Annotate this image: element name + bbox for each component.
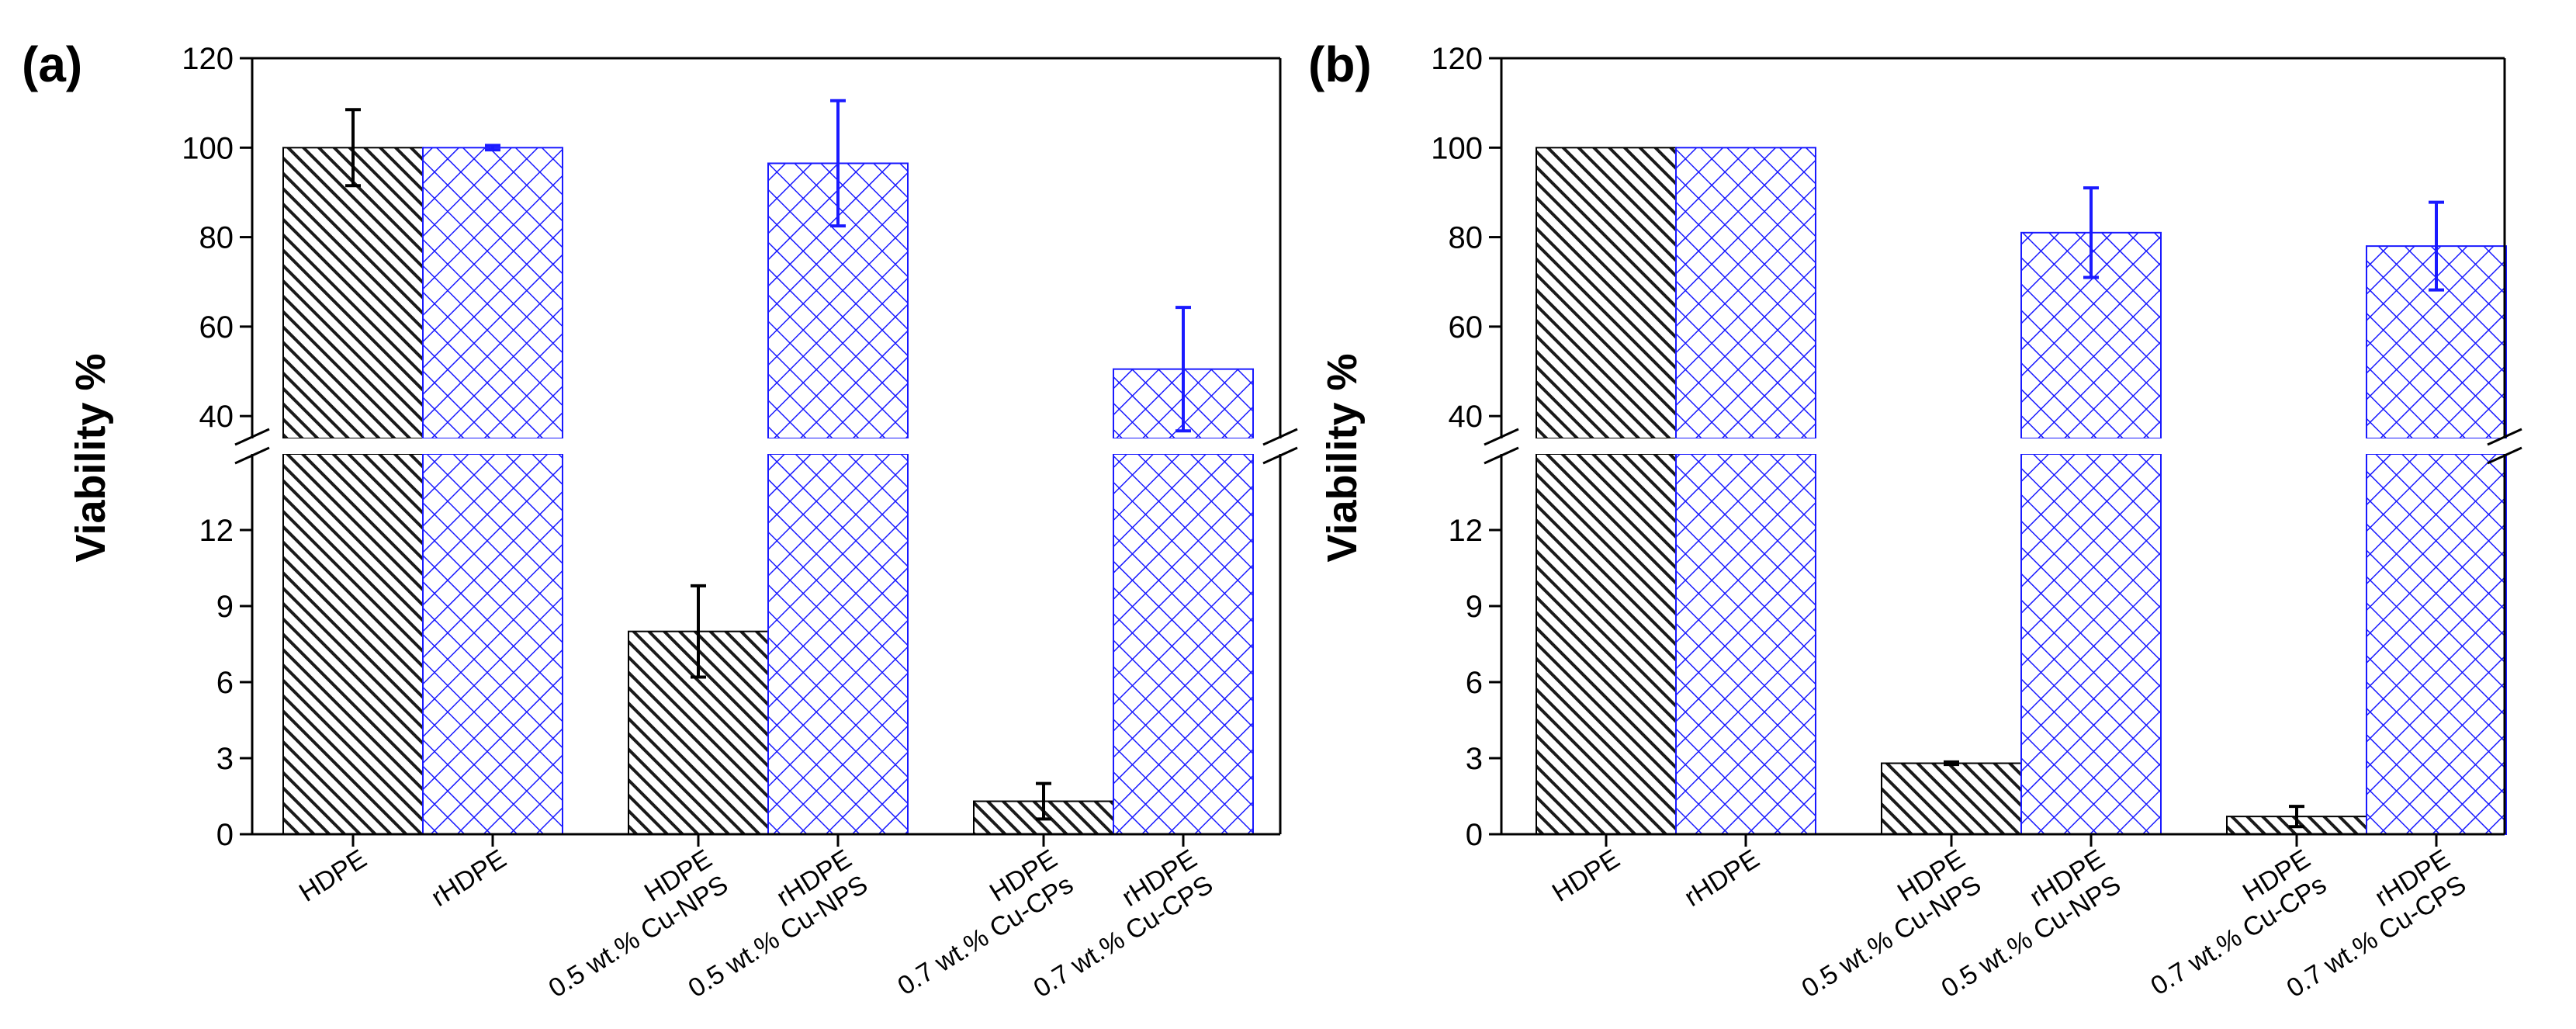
x-tick-label: HDPE — [294, 844, 372, 908]
axis-break-mark — [234, 428, 270, 465]
error-bar-3 — [1944, 760, 1959, 767]
x-tick-label: rHDPE — [1679, 844, 1764, 913]
y-tick-label: 60 — [199, 310, 234, 345]
panel-label: (b) — [1308, 36, 1372, 92]
panel-b-chart: (b) Viability % 0 3 6 9 12 40 60 80 100 120 HDPE rHDP… — [1308, 36, 2551, 1003]
error-bar-5 — [2289, 805, 2304, 829]
y-tick-label: 9 — [1466, 590, 1483, 624]
y-tick-label: 3 — [1466, 742, 1483, 776]
bar-6-lower-segment — [1113, 453, 1254, 835]
error-bar-2 — [485, 144, 500, 152]
bar-4-lower-segment — [2020, 453, 2162, 835]
bar-3 — [1881, 762, 2022, 835]
y-axis-title: Viability % — [1319, 353, 1366, 562]
x-tick-label: rHDPE — [426, 844, 511, 913]
x-tick-label-line: HDPE — [294, 844, 372, 908]
bar-4-lower-segment — [767, 453, 909, 835]
axis-break-mark — [1262, 428, 1298, 465]
x-tick-label-line: rHDPE — [1679, 844, 1764, 913]
axis-break-mark — [2487, 428, 2522, 465]
y-tick-label: 60 — [1449, 310, 1484, 345]
error-bar-6 — [2429, 200, 2444, 292]
y-tick-label: 80 — [199, 221, 234, 255]
x-tick-label-line: rHDPE — [426, 844, 511, 913]
bar-2 — [422, 147, 563, 439]
y-tick-label: 100 — [1431, 131, 1483, 165]
bar-2-lower-segment — [1675, 453, 1816, 835]
x-tick-label: HDPE — [1547, 844, 1625, 908]
y-tick-label: 100 — [182, 131, 234, 165]
error-bar-5 — [1036, 781, 1051, 821]
y-tick-label: 12 — [199, 514, 234, 548]
error-bar-6 — [1175, 306, 1191, 433]
error-bar-3 — [691, 584, 706, 679]
y-tick-label: 6 — [216, 666, 234, 700]
bar-1-lower-segment — [282, 453, 424, 835]
bar-2-lower-segment — [422, 453, 563, 835]
bar-1 — [1536, 147, 1677, 439]
y-axis-title: Viability % — [68, 353, 114, 562]
error-bar-1 — [345, 108, 361, 188]
y-tick-label: 120 — [182, 42, 234, 76]
y-tick-label: 3 — [216, 742, 234, 776]
bar-2 — [1675, 147, 1816, 439]
panel-a-chart: (a) Viability % 0 3 6 9 12 40 60 80 100 120 HDPE rHDP… — [22, 36, 1327, 1003]
axis-break-gap — [206, 438, 1327, 454]
y-tick-label: 0 — [1466, 818, 1483, 852]
y-tick-label: 6 — [1466, 666, 1483, 700]
y-tick-label: 12 — [1449, 514, 1484, 548]
bar-1 — [282, 147, 424, 439]
axis-break-mark — [1484, 428, 1519, 465]
error-bar-4 — [830, 99, 846, 228]
y-tick-label: 40 — [199, 400, 234, 434]
y-tick-label: 80 — [1449, 221, 1484, 255]
panel-label: (a) — [22, 36, 82, 92]
y-tick-label: 0 — [216, 818, 234, 852]
x-tick-label-line: HDPE — [1547, 844, 1625, 908]
y-tick-label: 40 — [1449, 400, 1484, 434]
axis-break-gap — [1455, 438, 2551, 454]
y-tick-label: 120 — [1431, 42, 1483, 76]
bar-1-lower-segment — [1536, 453, 1677, 835]
y-tick-label: 9 — [216, 590, 234, 624]
error-bar-4 — [2083, 186, 2099, 279]
bar-6-lower-segment — [2366, 453, 2507, 835]
